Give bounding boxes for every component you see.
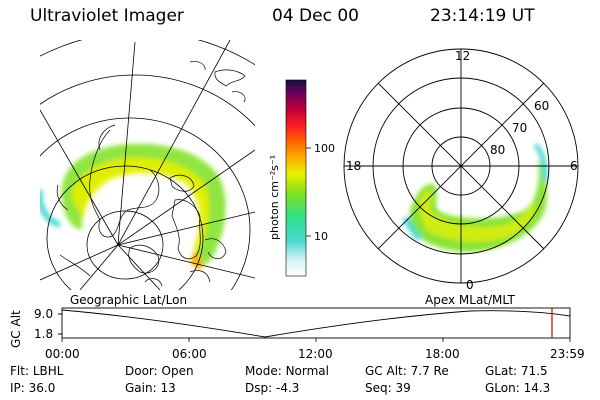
info-glon: GLon: 14.3	[485, 381, 551, 395]
polar-mlat-mlt-plot: 12 18 6 0 60 70 80	[343, 48, 579, 292]
info-gc-alt: GC Alt: 7.7 Re	[365, 364, 449, 378]
altitude-x-ticks	[61, 338, 571, 342]
geo-coastlines	[56, 61, 246, 287]
altitude-curve	[61, 309, 571, 338]
info-seq: Seq: 39	[365, 381, 411, 395]
info-door: Door: Open	[125, 364, 194, 378]
mlat-label-70: 70	[512, 121, 527, 135]
xtick-0000: 00:00	[45, 347, 80, 361]
info-mode: Mode: Normal	[245, 364, 329, 378]
colorbar-tick-label-10: 10	[314, 230, 328, 243]
altitude-plot-frame	[61, 307, 571, 339]
colorbar-scale	[285, 79, 307, 277]
polar-aurora-oval	[402, 142, 548, 252]
info-filter: Flt: LBHL	[10, 364, 64, 378]
colorbar-tick-label-100: 100	[314, 142, 335, 155]
info-dsp: Dsp: -4.3	[245, 381, 300, 395]
xtick-1800: 18:00	[425, 347, 460, 361]
geo-longitude-lines	[40, 40, 255, 290]
mlt-label-12: 12	[455, 49, 470, 63]
altitude-ytick-1: 1.8	[34, 327, 53, 341]
xtick-1200: 12:00	[298, 347, 333, 361]
altitude-timeseries-plot: 9.0 1.8 GC Alt 00:00 06:00 12:00 18:00 2…	[9, 307, 585, 361]
geographic-map	[40, 40, 255, 290]
colorbar-unit-label: photon cm⁻²s⁻¹	[268, 155, 281, 240]
info-ip: IP: 36.0	[10, 381, 56, 395]
geo-map-caption: Geographic Lat/Lon	[70, 293, 187, 307]
info-glat: GLat: 71.5	[485, 364, 548, 378]
mlat-label-60: 60	[534, 99, 549, 113]
info-gain: Gain: 13	[125, 381, 176, 395]
mlt-label-0: 0	[466, 278, 474, 292]
mlt-label-18: 18	[346, 159, 361, 173]
polar-grid	[343, 48, 579, 284]
intensity-colorbar: 100 10 photon cm⁻²s⁻¹	[268, 79, 335, 277]
altitude-ylabel: GC Alt	[9, 310, 23, 348]
observation-date: 04 Dec 00	[272, 6, 359, 26]
altitude-ytick-9: 9.0	[34, 307, 53, 321]
polar-caption: Apex MLat/MLT	[425, 293, 515, 307]
instrument-title: Ultraviolet Imager	[30, 6, 184, 26]
mlat-label-80: 80	[490, 143, 505, 157]
observation-time: 23:14:19 UT	[430, 6, 535, 26]
mlt-label-6: 6	[570, 159, 578, 173]
geo-aurora-oval	[40, 143, 226, 270]
xtick-0600: 06:00	[172, 347, 207, 361]
xtick-2359: 23:59	[550, 347, 585, 361]
